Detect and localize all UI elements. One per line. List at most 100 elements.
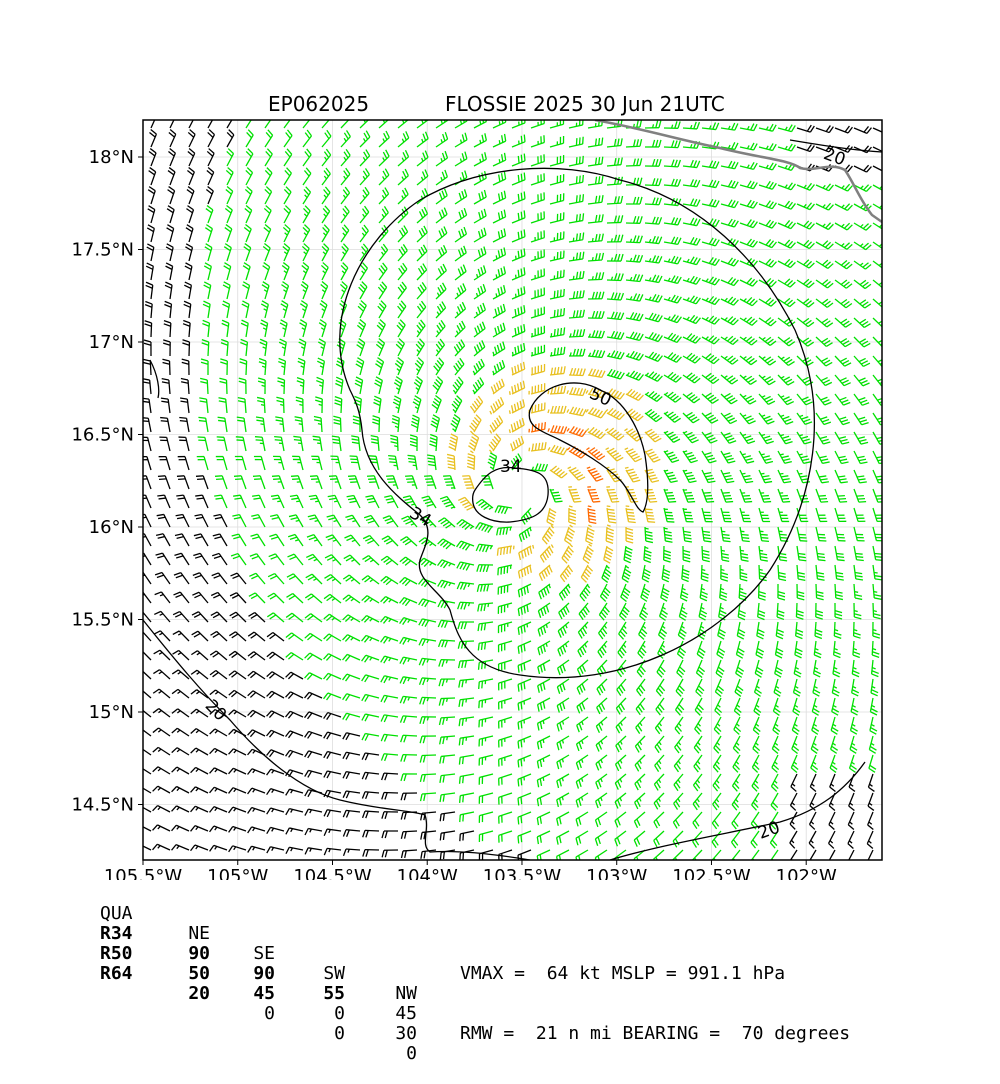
barb-feather xyxy=(409,462,416,463)
barb-half-feather xyxy=(761,473,765,474)
barb-feather xyxy=(882,363,889,366)
barb-feather xyxy=(532,425,533,432)
barb-feather xyxy=(855,553,862,554)
barb-feather xyxy=(647,519,654,520)
barb-half-feather xyxy=(570,333,571,337)
barb-feather xyxy=(645,490,652,491)
barb-half-feather xyxy=(318,424,322,425)
barb-feather xyxy=(742,538,749,539)
barb-feather xyxy=(628,519,635,520)
barb-half-feather xyxy=(742,454,746,455)
barb-feather xyxy=(583,175,584,182)
barb-feather xyxy=(521,136,522,143)
barb-feather xyxy=(628,522,635,523)
barb-feather xyxy=(576,234,577,241)
barb-feather xyxy=(564,327,565,334)
barb-half-feather xyxy=(529,448,530,452)
barb-feather xyxy=(583,156,584,163)
barb-feather xyxy=(593,501,600,502)
barb-feather xyxy=(743,496,750,497)
barb-half-feather xyxy=(277,501,281,502)
barb-shaft xyxy=(341,399,342,413)
barb-feather xyxy=(590,492,597,493)
barb-feather xyxy=(883,166,888,171)
barb-feather xyxy=(857,560,864,561)
barb-feather xyxy=(576,195,577,202)
barb-feather xyxy=(669,502,676,503)
barb-half-feather xyxy=(480,140,481,144)
barb-feather xyxy=(802,502,809,503)
barb-feather xyxy=(197,498,204,499)
barb-feather xyxy=(780,534,787,535)
barb-half-feather xyxy=(461,121,462,125)
barb-feather xyxy=(724,496,731,497)
barb-feather xyxy=(518,156,519,163)
barb-feather xyxy=(178,498,185,499)
barb-feather xyxy=(521,155,522,162)
barb-feather xyxy=(725,499,732,500)
barb-half-feather xyxy=(509,410,510,414)
barb-feather xyxy=(518,251,519,258)
barb-feather xyxy=(818,560,825,561)
barb-feather xyxy=(504,547,505,554)
barb-feather xyxy=(743,541,750,542)
barb-half-feather xyxy=(721,550,725,551)
barb-feather xyxy=(762,541,769,542)
barb-shaft xyxy=(170,323,171,337)
barb-feather xyxy=(497,548,498,555)
barb-feather xyxy=(256,440,263,441)
barb-half-feather xyxy=(645,528,649,529)
barb-half-feather xyxy=(780,454,784,455)
barb-feather xyxy=(580,157,581,164)
barb-half-feather xyxy=(299,404,303,405)
barb-feather xyxy=(723,541,730,542)
barb-feather xyxy=(171,111,176,116)
barb-half-feather xyxy=(496,255,497,259)
barb-half-feather xyxy=(759,569,763,570)
barb-feather xyxy=(518,194,519,201)
barb-feather xyxy=(524,173,525,180)
barb-feather xyxy=(228,113,233,118)
barb-feather xyxy=(545,422,546,429)
barb-feather xyxy=(647,515,654,516)
barb-feather xyxy=(668,499,675,500)
barb-feather xyxy=(817,554,824,555)
barb-feather xyxy=(151,111,157,116)
barb-half-feather xyxy=(261,405,265,406)
barb-feather xyxy=(707,502,714,503)
barb-feather xyxy=(607,490,614,491)
barb-feather xyxy=(327,111,331,117)
barb-feather xyxy=(687,499,694,500)
barb-feather xyxy=(583,213,584,220)
barb-shaft xyxy=(664,166,678,167)
barb-feather xyxy=(609,493,616,494)
barb-feather xyxy=(557,328,558,335)
barb-feather xyxy=(580,176,581,183)
barb-feather xyxy=(150,113,156,118)
barb-feather xyxy=(571,492,578,493)
barb-feather xyxy=(406,112,409,119)
barb-feather xyxy=(818,557,825,558)
barb-feather xyxy=(780,538,787,539)
barb-feather xyxy=(650,502,657,503)
barb-half-feather xyxy=(499,140,500,144)
barb-feather xyxy=(561,328,562,335)
barb-feather xyxy=(141,418,148,419)
barb-feather xyxy=(801,499,808,500)
barb-feather xyxy=(189,113,194,118)
barb-feather xyxy=(646,512,653,513)
barb-feather xyxy=(229,111,234,116)
barb-feather xyxy=(885,187,890,192)
barb-half-feather xyxy=(296,520,300,521)
barb-feather xyxy=(408,455,415,456)
barb-feather xyxy=(306,114,310,120)
barb-feather xyxy=(726,502,733,503)
barb-feather xyxy=(507,547,508,554)
barb-half-feather xyxy=(664,528,668,529)
barb-feather xyxy=(648,522,655,523)
barb-feather xyxy=(553,495,560,496)
barb-feather xyxy=(611,498,618,499)
barb-feather xyxy=(518,270,519,277)
barb-feather xyxy=(518,175,519,182)
barb-feather xyxy=(761,538,768,539)
